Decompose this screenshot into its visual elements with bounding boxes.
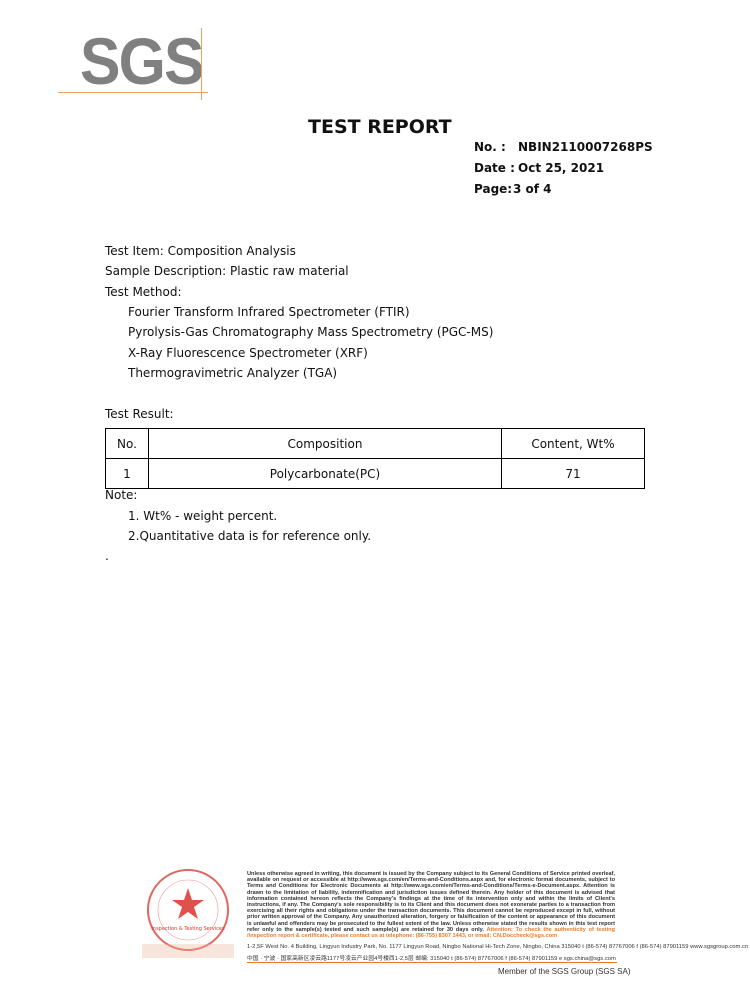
- method-item: X-Ray Fluorescence Spectrometer (XRF): [128, 346, 368, 360]
- header-composition: Composition: [148, 428, 502, 459]
- header-no: No.: [105, 428, 149, 459]
- cell-composition: Polycarbonate(PC): [148, 458, 502, 489]
- sgs-logo: SGS: [58, 24, 208, 100]
- table-header-row: No. Composition Content, Wt%: [105, 428, 645, 459]
- test-result-label: Test Result:: [105, 407, 174, 421]
- logo-line-vertical: [201, 28, 202, 100]
- company-seal-stamp: Inspection & Testing Services: [142, 869, 234, 958]
- result-table: No. Composition Content, Wt% 1 Polycarbo…: [105, 428, 645, 489]
- note-item: 2.Quantitative data is for reference onl…: [128, 529, 372, 543]
- cell-content: 71: [501, 458, 645, 489]
- footer-address-cn: 中国 · 宁波 · 国家高新区凌云路1177号凌云产业园4号楼西1-2,5层 邮…: [247, 956, 616, 962]
- stamp-text: Inspection & Testing Services: [151, 926, 225, 932]
- table-row: 1 Polycarbonate(PC) 71: [105, 458, 645, 489]
- note-item: 1. Wt% - weight percent.: [128, 509, 278, 523]
- header-content: Content, Wt%: [501, 428, 645, 459]
- note-label: Note:: [105, 488, 138, 502]
- logo-text: SGS: [80, 24, 205, 98]
- footer-divider: [247, 962, 617, 963]
- report-date: Date : Oct 25, 2021: [474, 161, 605, 175]
- footer-address-en: 1-2,5F West No. 4 Building, Lingyun Indu…: [247, 944, 749, 950]
- cell-no: 1: [105, 458, 149, 489]
- report-page: Page:3 of 4: [474, 182, 552, 196]
- report-title: TEST REPORT: [308, 116, 452, 138]
- footer-disclaimer: Unless otherwise agreed in writing, this…: [247, 871, 615, 940]
- test-item: Test Item: Composition Analysis: [105, 244, 296, 258]
- sample-description: Sample Description: Plastic raw material: [105, 264, 349, 278]
- report-number: No. : NBIN2110007268PS: [474, 140, 653, 154]
- trailing-dot: .: [105, 549, 109, 563]
- method-item: Pyrolysis-Gas Chromatography Mass Spectr…: [128, 325, 494, 339]
- test-method-label: Test Method:: [105, 285, 182, 299]
- footer-attention: Attention: To check the authenticity of …: [247, 926, 615, 940]
- method-item: Fourier Transform Infrared Spectrometer …: [128, 305, 410, 319]
- footer-member: Member of the SGS Group (SGS SA): [498, 967, 631, 976]
- method-item: Thermogravimetric Analyzer (TGA): [128, 366, 338, 380]
- logo-line-horizontal: [58, 92, 208, 93]
